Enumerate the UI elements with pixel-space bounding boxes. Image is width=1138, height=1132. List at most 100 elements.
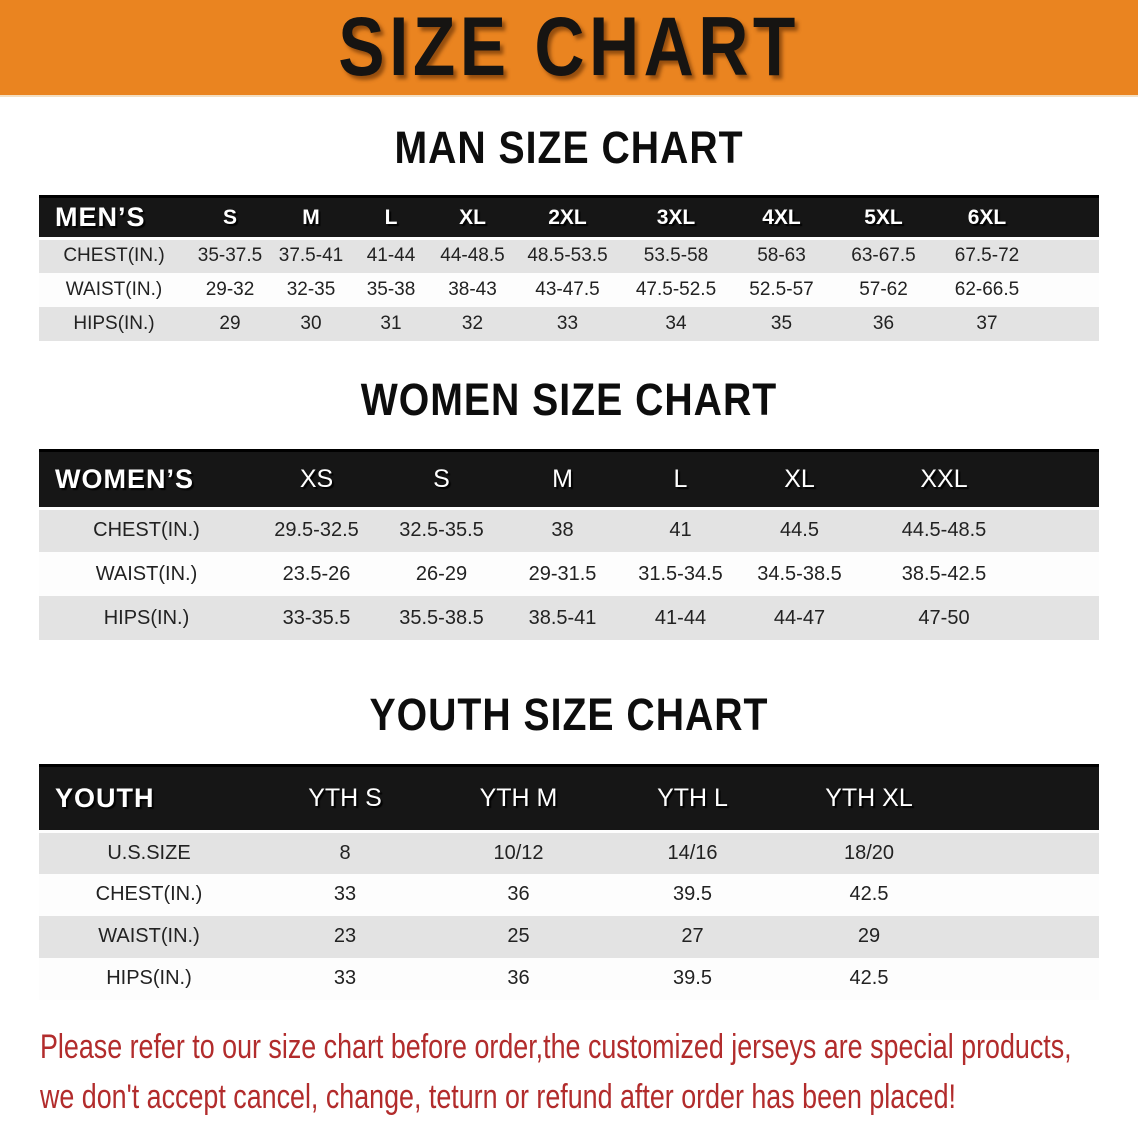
cell: 33 [514, 306, 621, 341]
cell: 62-66.5 [935, 272, 1039, 307]
youth-size-chart-title: YOUTH SIZE CHART [369, 689, 769, 741]
cell: 53.5-58 [621, 238, 731, 273]
youth-waist-row: WAIST(IN.) 23 25 27 29 [39, 915, 1099, 958]
cell: 34.5-38.5 [740, 552, 859, 596]
cell: 52.5-57 [731, 272, 832, 307]
cell: 32.5-35.5 [379, 508, 504, 552]
cell: 29-31.5 [504, 552, 621, 596]
cell: 41-44 [351, 238, 431, 273]
cell: 63-67.5 [832, 238, 935, 273]
cell: 14/16 [606, 831, 779, 874]
cell: 29 [189, 306, 271, 341]
row-spacer [1029, 552, 1099, 596]
men-table-corner-label: MEN’S [39, 195, 189, 240]
row-spacer [959, 873, 1099, 916]
women-col-header: XXL [859, 448, 1029, 510]
cell: 58-63 [731, 238, 832, 273]
men-table-header-row: MEN’S S M L XL 2XL 3XL 4XL 5XL 6XL [39, 195, 1099, 240]
cell: 37.5-41 [271, 238, 351, 273]
row-spacer [959, 915, 1099, 958]
cell: 44-48.5 [431, 238, 514, 273]
cell: 31 [351, 306, 431, 341]
row-spacer [1039, 272, 1099, 307]
disclaimer-line-2: we don't accept cancel, change, teturn o… [40, 1077, 956, 1116]
youth-col-header: YTH S [259, 764, 431, 833]
cell: 33 [259, 957, 431, 1000]
cell: 29 [779, 915, 959, 958]
cell: 18/20 [779, 831, 959, 874]
cell: 37 [935, 306, 1039, 341]
men-col-header: 6XL [935, 195, 1039, 240]
men-col-header: S [189, 195, 271, 240]
men-col-header: 4XL [731, 195, 832, 240]
youth-hips-row: HIPS(IN.) 33 36 39.5 42.5 [39, 957, 1099, 1000]
cell: 44-47 [740, 596, 859, 640]
cell: 27 [606, 915, 779, 958]
cell: 26-29 [379, 552, 504, 596]
youth-ussize-row: U.S.SIZE 8 10/12 14/16 18/20 [39, 831, 1099, 874]
women-chest-row: CHEST(IN.) 29.5-32.5 32.5-35.5 38 41 44.… [39, 508, 1099, 552]
banner-title: SIZE CHART [338, 0, 800, 95]
youth-col-header: YTH M [431, 764, 606, 833]
row-label: CHEST(IN.) [39, 238, 189, 273]
cell: 23 [259, 915, 431, 958]
cell: 48.5-53.5 [514, 238, 621, 273]
cell: 10/12 [431, 831, 606, 874]
women-col-header: L [621, 448, 740, 510]
women-size-table: WOMEN’S XS S M L XL XXL CHEST(IN.) 29.5-… [39, 448, 1099, 640]
cell: 8 [259, 831, 431, 874]
women-col-header: XS [254, 448, 379, 510]
cell: 25 [431, 915, 606, 958]
cell: 30 [271, 306, 351, 341]
women-waist-row: WAIST(IN.) 23.5-26 26-29 29-31.5 31.5-34… [39, 552, 1099, 596]
men-col-header: L [351, 195, 431, 240]
youth-table-corner-label: YOUTH [39, 764, 259, 833]
cell: 35.5-38.5 [379, 596, 504, 640]
cell: 42.5 [779, 873, 959, 916]
disclaimer-line-1: Please refer to our size chart before or… [40, 1027, 1072, 1066]
women-hips-row: HIPS(IN.) 33-35.5 35.5-38.5 38.5-41 41-4… [39, 596, 1099, 640]
row-spacer [1029, 508, 1099, 552]
row-label: U.S.SIZE [39, 831, 259, 874]
man-size-chart-title: MAN SIZE CHART [394, 122, 744, 174]
cell: 35 [731, 306, 832, 341]
row-spacer [1029, 596, 1099, 640]
size-chart-banner: SIZE CHART [0, 0, 1138, 97]
cell: 29.5-32.5 [254, 508, 379, 552]
cell: 41 [621, 508, 740, 552]
women-col-header: M [504, 448, 621, 510]
cell: 67.5-72 [935, 238, 1039, 273]
youth-col-header: YTH L [606, 764, 779, 833]
row-spacer [1039, 238, 1099, 273]
youth-header-spacer [959, 764, 1099, 833]
women-table-header-row: WOMEN’S XS S M L XL XXL [39, 448, 1099, 510]
cell: 35-38 [351, 272, 431, 307]
men-hips-row: HIPS(IN.) 29 30 31 32 33 34 35 36 37 [39, 306, 1099, 341]
cell: 32 [431, 306, 514, 341]
cell: 23.5-26 [254, 552, 379, 596]
men-header-spacer [1039, 195, 1099, 240]
cell: 44.5-48.5 [859, 508, 1029, 552]
cell: 39.5 [606, 957, 779, 1000]
youth-chest-row: CHEST(IN.) 33 36 39.5 42.5 [39, 873, 1099, 916]
youth-size-table: YOUTH YTH S YTH M YTH L YTH XL U.S.SIZE … [39, 764, 1099, 1000]
cell: 33 [259, 873, 431, 916]
cell: 36 [832, 306, 935, 341]
row-spacer [959, 957, 1099, 1000]
row-label: CHEST(IN.) [39, 873, 259, 916]
men-col-header: 3XL [621, 195, 731, 240]
cell: 57-62 [832, 272, 935, 307]
cell: 42.5 [779, 957, 959, 1000]
women-header-spacer [1029, 448, 1099, 510]
row-label: WAIST(IN.) [39, 915, 259, 958]
cell: 47-50 [859, 596, 1029, 640]
women-col-header: S [379, 448, 504, 510]
men-col-header: 2XL [514, 195, 621, 240]
youth-table-header-row: YOUTH YTH S YTH M YTH L YTH XL [39, 764, 1099, 833]
men-col-header: 5XL [832, 195, 935, 240]
cell: 39.5 [606, 873, 779, 916]
men-size-table: MEN’S S M L XL 2XL 3XL 4XL 5XL 6XL CHEST… [39, 195, 1099, 341]
row-label: HIPS(IN.) [39, 957, 259, 1000]
cell: 32-35 [271, 272, 351, 307]
men-col-header: XL [431, 195, 514, 240]
